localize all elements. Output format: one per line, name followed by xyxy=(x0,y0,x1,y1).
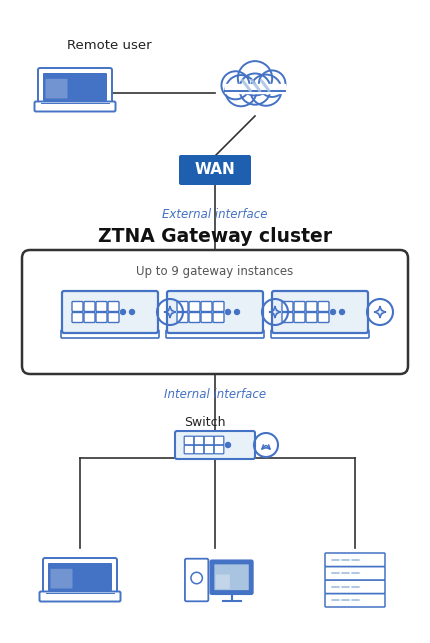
FancyBboxPatch shape xyxy=(194,436,204,445)
FancyBboxPatch shape xyxy=(210,560,253,594)
FancyBboxPatch shape xyxy=(61,330,159,338)
FancyBboxPatch shape xyxy=(34,102,116,111)
FancyBboxPatch shape xyxy=(325,553,385,566)
Circle shape xyxy=(120,309,126,314)
Text: Remote user: Remote user xyxy=(67,39,152,52)
FancyBboxPatch shape xyxy=(179,155,251,185)
FancyBboxPatch shape xyxy=(84,302,95,311)
FancyBboxPatch shape xyxy=(40,592,120,601)
FancyBboxPatch shape xyxy=(282,302,293,311)
FancyBboxPatch shape xyxy=(72,312,83,323)
FancyBboxPatch shape xyxy=(272,291,368,333)
Circle shape xyxy=(225,309,230,314)
Text: Switch: Switch xyxy=(184,417,226,430)
FancyBboxPatch shape xyxy=(306,312,317,323)
FancyBboxPatch shape xyxy=(185,559,209,601)
FancyBboxPatch shape xyxy=(48,563,112,591)
FancyBboxPatch shape xyxy=(175,431,255,459)
FancyBboxPatch shape xyxy=(22,250,408,374)
FancyBboxPatch shape xyxy=(204,436,214,445)
FancyBboxPatch shape xyxy=(214,436,224,445)
FancyBboxPatch shape xyxy=(167,291,263,333)
Text: Internal interface: Internal interface xyxy=(164,388,266,401)
FancyBboxPatch shape xyxy=(108,312,119,323)
FancyBboxPatch shape xyxy=(177,312,188,323)
Text: WAN: WAN xyxy=(195,163,235,177)
FancyBboxPatch shape xyxy=(215,574,230,589)
FancyBboxPatch shape xyxy=(294,302,305,311)
FancyBboxPatch shape xyxy=(166,330,264,338)
FancyBboxPatch shape xyxy=(184,436,194,445)
FancyBboxPatch shape xyxy=(108,302,119,311)
FancyBboxPatch shape xyxy=(43,558,117,596)
FancyBboxPatch shape xyxy=(96,312,107,323)
FancyBboxPatch shape xyxy=(271,330,369,338)
FancyBboxPatch shape xyxy=(294,312,305,323)
FancyBboxPatch shape xyxy=(213,302,224,311)
FancyBboxPatch shape xyxy=(201,302,212,311)
Circle shape xyxy=(225,75,257,106)
FancyBboxPatch shape xyxy=(306,302,317,311)
Text: ZTNA Gateway cluster: ZTNA Gateway cluster xyxy=(98,226,332,246)
Circle shape xyxy=(340,309,344,314)
Bar xyxy=(225,84,285,93)
FancyBboxPatch shape xyxy=(43,73,107,101)
FancyBboxPatch shape xyxy=(50,569,73,588)
Circle shape xyxy=(250,75,282,105)
FancyBboxPatch shape xyxy=(194,445,204,454)
FancyBboxPatch shape xyxy=(204,445,214,454)
FancyBboxPatch shape xyxy=(318,312,329,323)
Circle shape xyxy=(221,71,249,99)
FancyBboxPatch shape xyxy=(72,302,83,311)
FancyBboxPatch shape xyxy=(318,302,329,311)
FancyBboxPatch shape xyxy=(84,312,95,323)
FancyBboxPatch shape xyxy=(214,565,249,590)
FancyBboxPatch shape xyxy=(46,79,68,98)
FancyBboxPatch shape xyxy=(325,593,385,607)
FancyBboxPatch shape xyxy=(325,566,385,580)
Circle shape xyxy=(129,309,135,314)
Circle shape xyxy=(259,71,286,97)
FancyBboxPatch shape xyxy=(62,291,158,333)
Circle shape xyxy=(240,73,270,105)
Circle shape xyxy=(331,309,335,314)
FancyBboxPatch shape xyxy=(325,580,385,593)
FancyBboxPatch shape xyxy=(189,312,200,323)
Circle shape xyxy=(234,309,240,314)
FancyBboxPatch shape xyxy=(184,445,194,454)
Text: External interface: External interface xyxy=(162,208,268,221)
FancyBboxPatch shape xyxy=(214,445,224,454)
FancyBboxPatch shape xyxy=(38,68,112,106)
Circle shape xyxy=(238,61,272,95)
FancyBboxPatch shape xyxy=(189,302,200,311)
FancyBboxPatch shape xyxy=(201,312,212,323)
FancyBboxPatch shape xyxy=(213,312,224,323)
FancyBboxPatch shape xyxy=(96,302,107,311)
Circle shape xyxy=(225,442,230,448)
FancyBboxPatch shape xyxy=(177,302,188,311)
FancyBboxPatch shape xyxy=(282,312,293,323)
Text: Up to 9 gateway instances: Up to 9 gateway instances xyxy=(136,266,294,278)
